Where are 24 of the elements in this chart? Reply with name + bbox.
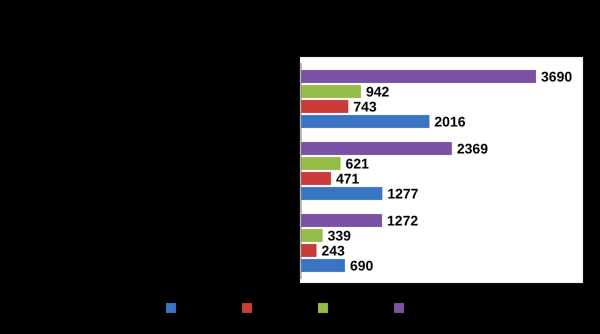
bar	[301, 172, 331, 185]
bar	[301, 115, 430, 128]
data-label: 690	[350, 257, 374, 274]
data-label: 1277	[387, 185, 419, 202]
bar	[301, 100, 348, 113]
bar	[301, 214, 382, 227]
data-label: 2369	[456, 140, 488, 156]
bar	[301, 142, 452, 155]
data-label: 339	[328, 227, 352, 244]
data-label: 2016	[434, 113, 466, 130]
bar	[301, 85, 361, 98]
data-label: 1272	[387, 212, 418, 228]
data-label: 621	[346, 155, 370, 172]
data-label: 743	[353, 98, 377, 114]
bar	[301, 229, 323, 242]
data-label: 243	[321, 242, 346, 258]
bar	[301, 259, 345, 272]
bar	[301, 244, 316, 257]
bar	[301, 70, 536, 83]
data-label: 942	[366, 83, 390, 100]
bar	[301, 187, 382, 200]
data-label: 471	[336, 170, 360, 186]
bar	[301, 157, 341, 170]
data-label: 3690	[541, 68, 572, 84]
